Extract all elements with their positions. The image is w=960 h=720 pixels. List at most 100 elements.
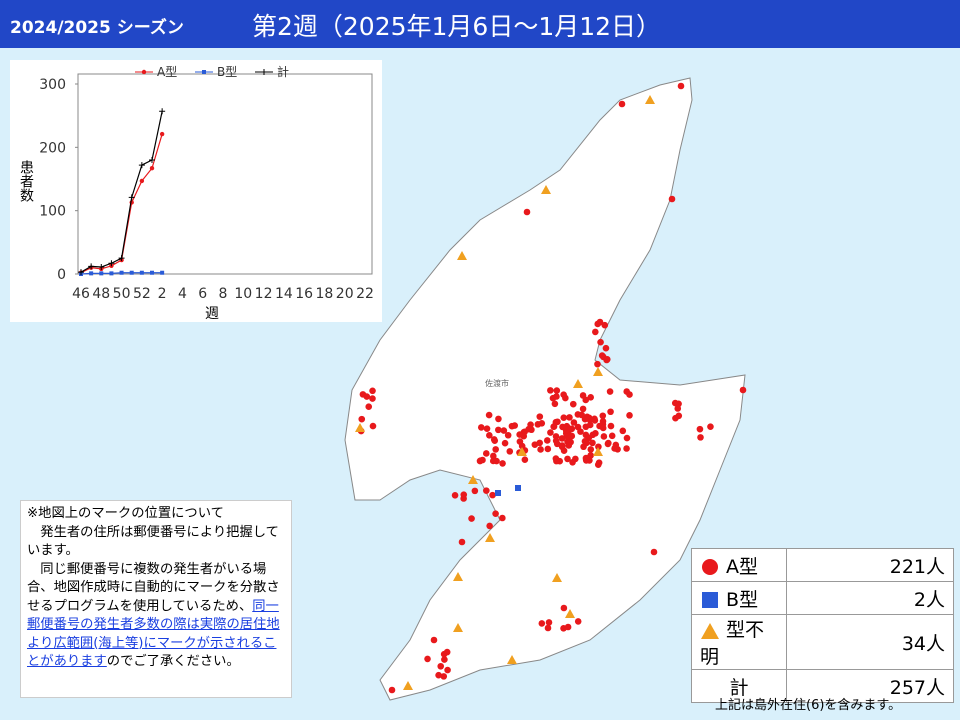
case-marker (538, 620, 546, 627)
case-marker (598, 352, 606, 359)
case-marker (457, 251, 467, 260)
point (149, 157, 155, 163)
case-marker (468, 515, 475, 522)
case-marker (582, 431, 590, 439)
point (99, 271, 104, 276)
case-marker (581, 437, 589, 445)
case-marker (574, 618, 582, 625)
case-marker (501, 439, 509, 447)
case-marker (614, 445, 621, 453)
case-marker (471, 487, 479, 495)
case-marker (560, 391, 567, 398)
count: 257人 (786, 669, 954, 703)
case-marker (586, 421, 594, 429)
point (98, 264, 105, 271)
x-tick-label: 4 (178, 286, 187, 302)
case-marker (553, 387, 561, 394)
case-marker (499, 460, 506, 467)
point (89, 271, 94, 276)
case-marker (606, 388, 614, 395)
case-marker (543, 437, 551, 444)
case-marker (560, 604, 568, 612)
case-marker (558, 442, 566, 449)
legend-label: B型 (217, 65, 237, 79)
note: ※地図上のマークの位置について 発生者の住所は郵便番号により把握しています。 同… (20, 500, 292, 698)
cell: 型不明 (691, 614, 787, 670)
case-marker (495, 490, 501, 496)
case-marker (579, 405, 587, 413)
case-marker (482, 450, 490, 457)
case-marker (460, 491, 468, 498)
case-marker (495, 426, 502, 434)
case-marker (552, 433, 560, 440)
case-marker (486, 432, 493, 439)
case-marker (594, 360, 601, 368)
point (118, 255, 125, 262)
case-marker (534, 421, 542, 428)
note-line: 発生者の住所は郵便番号により把握しています。 (27, 524, 279, 559)
case-marker (537, 446, 544, 453)
x-tick-label: 46 (72, 286, 90, 302)
case-marker (552, 455, 560, 462)
case-marker (517, 447, 527, 456)
type-label: A型 (726, 555, 759, 578)
case-marker (485, 411, 493, 419)
point (149, 166, 155, 171)
case-marker (603, 356, 610, 364)
case-marker (483, 487, 490, 494)
case-marker (672, 414, 679, 422)
note-tail: のでご了承ください。 (106, 654, 240, 669)
note-line: ※地図上のマークの位置について (27, 506, 224, 521)
case-marker (355, 423, 365, 432)
case-marker (589, 439, 596, 447)
point (150, 270, 154, 275)
case-marker (671, 399, 679, 407)
case-marker (441, 656, 448, 663)
case-marker (582, 454, 590, 462)
point (128, 194, 135, 201)
x-tick-label: 50 (113, 286, 131, 302)
case-marker (492, 446, 499, 453)
x-tick-label: 18 (316, 286, 334, 302)
case-marker (626, 412, 633, 419)
case-marker (553, 393, 560, 400)
case-marker (536, 439, 543, 447)
case-marker (388, 686, 396, 694)
case-marker (444, 666, 451, 674)
case-marker (564, 455, 571, 463)
case-marker (668, 195, 676, 203)
cell: A型 (691, 548, 787, 582)
case-marker (605, 439, 612, 447)
case-marker (626, 391, 633, 398)
case-marker (650, 548, 658, 556)
x-tick-label: 16 (295, 286, 313, 302)
case-marker (623, 434, 631, 442)
case-marker (490, 436, 498, 443)
legend-label: 計 (277, 64, 289, 79)
header: 2024/2025 シーズン 第2週（2025年1月6日～1月12日） (0, 0, 960, 48)
point (119, 270, 124, 275)
case-marker (550, 423, 558, 430)
case-marker (593, 367, 603, 376)
case-marker (707, 423, 714, 430)
y-axis-label: 患者数 (18, 160, 34, 202)
case-marker (574, 411, 582, 418)
case-marker (518, 442, 526, 450)
case-marker (499, 514, 506, 522)
title: 第2週（2025年1月6日～1月12日） (252, 12, 662, 41)
case-marker (607, 422, 615, 430)
case-marker (593, 447, 603, 456)
case-marker (568, 425, 576, 433)
case-marker (566, 414, 573, 421)
case-marker (369, 395, 376, 402)
case-marker (453, 572, 463, 581)
point (109, 271, 114, 276)
case-marker (551, 400, 559, 408)
x-axis-label: 週 (205, 306, 219, 322)
note-link[interactable]: 同一郵便番号の発生者多数の際は実際の居住地より広範囲(海上等)にマークが示される… (27, 598, 280, 670)
case-marker (558, 435, 566, 442)
case-marker (560, 414, 568, 421)
case-marker (623, 445, 630, 452)
count: 221人 (786, 548, 954, 582)
case-marker (563, 422, 571, 430)
